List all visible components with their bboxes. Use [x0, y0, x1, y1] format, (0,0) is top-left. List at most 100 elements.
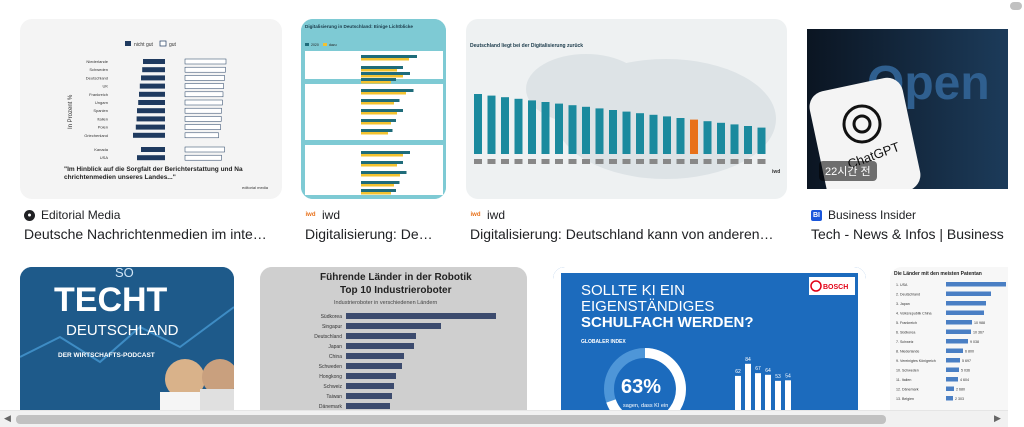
scroll-right-arrow-icon[interactable]: ▶	[994, 413, 1001, 423]
country-bar	[676, 118, 685, 154]
thumbnail[interactable]: Deutschland liegt bei der Digitalisierun…	[466, 19, 787, 199]
horizontal-scroll-thumb[interactable]	[16, 415, 886, 424]
robot-bar	[346, 383, 394, 389]
rank-label: 12. Dänemark	[896, 388, 919, 392]
result-card-robotik[interactable]: Führende Länder in der Robotik Top 10 In…	[260, 267, 527, 410]
title-line-3: DEUTSCHLAND	[66, 322, 179, 339]
result-card-editorial-media[interactable]: nicht gut gut In Prozent % Niederlande Sc…	[20, 19, 282, 249]
rank-label: 3. Japan	[896, 302, 910, 306]
result-card-business-insider[interactable]: Open ChatGPT 22시간 전 BI Business Insider …	[807, 29, 1008, 249]
iwd-chart-thumbnail: Digitalisierung in Deutschland: Einige L…	[301, 19, 446, 199]
country-label: Deutschland	[86, 75, 108, 80]
country-bar	[717, 122, 725, 154]
flag-icon	[609, 159, 617, 164]
bar-2020	[361, 119, 396, 122]
result-caption[interactable]: Digitalisierung: Deutschland kann von an…	[470, 226, 774, 242]
bar-not-good	[138, 100, 165, 105]
robot-bar	[346, 353, 404, 359]
podcast-cover-thumbnail: SO TECHT DEUTSCHLAND DER WIRTSCHAFTS-POD…	[20, 267, 234, 410]
flag-icon	[744, 159, 752, 164]
bar-not-good	[137, 155, 165, 161]
patent-bar	[946, 329, 971, 334]
bar-dazu	[361, 112, 397, 115]
robot-bar	[346, 393, 392, 399]
horizontal-scrollbar[interactable]: ◀ ▶	[0, 410, 1008, 427]
business-insider-favicon-icon: BI	[811, 209, 822, 221]
flag-icon	[703, 159, 712, 164]
legend-label-2: gut	[169, 42, 177, 48]
thumbnail[interactable]: nicht gut gut In Prozent % Niederlande Sc…	[20, 19, 282, 199]
bar-dazu	[361, 154, 403, 157]
result-card-patente[interactable]: Die Länder mit den meisten Patentan 1. U…	[890, 267, 1008, 410]
country-bar	[690, 119, 698, 154]
bar-2020	[361, 129, 393, 132]
country-label: Italien	[97, 116, 108, 121]
robot-bar	[346, 343, 414, 349]
bar-value-label: 62	[735, 369, 741, 375]
scroll-left-arrow-icon[interactable]: ◀	[4, 413, 11, 423]
index-bar	[745, 363, 751, 410]
country-bar	[622, 111, 631, 154]
flag-icon	[582, 159, 590, 164]
title-line-2: EIGENSTÄNDIGES	[581, 298, 714, 315]
country-label: UK	[102, 84, 108, 89]
axis-label: Industrieroboter in verschiedenen Länder…	[334, 300, 437, 306]
openai-logo-icon	[842, 104, 882, 144]
bar-good	[184, 75, 225, 81]
result-caption[interactable]: Digitalisierung: De…	[305, 226, 433, 242]
vertical-scroll-thumb[interactable]	[1010, 2, 1022, 10]
source-label[interactable]: BI Business Insider	[811, 208, 917, 222]
result-card-iwd-2[interactable]: Deutschland liegt bei der Digitalisierun…	[466, 19, 787, 249]
robot-bar	[346, 333, 416, 339]
flag-icon	[717, 159, 725, 164]
country-bar	[663, 116, 671, 154]
thumbnail[interactable]: SO TECHT DEUTSCHLAND DER WIRTSCHAFTS-POD…	[20, 267, 234, 410]
country-label: Griechenland	[84, 133, 108, 138]
bar-dazu	[361, 184, 394, 187]
flag-icon	[541, 159, 550, 164]
source-label[interactable]: iwd iwd	[305, 208, 341, 222]
bar-good	[184, 124, 221, 130]
source-label[interactable]: ● Editorial Media	[24, 208, 120, 222]
result-caption[interactable]: Tech - News & Infos | Business Insider	[811, 226, 1008, 242]
country-label: USA	[100, 155, 109, 160]
country-label: Spanien	[93, 108, 108, 113]
country-bar	[744, 126, 752, 154]
index-label: GLOBALER INDEX	[581, 339, 626, 345]
result-card-bosch[interactable]: SOLLTE KI EIN EIGENSTÄNDIGES SCHULFACH W…	[553, 267, 866, 410]
patent-bar	[946, 301, 986, 306]
patent-value: 6 800	[965, 350, 974, 354]
flag-icon	[555, 159, 563, 164]
thumbnail[interactable]: Digitalisierung in Deutschland: Einige L…	[301, 19, 446, 199]
country-bar	[636, 113, 644, 154]
result-card-iwd-1[interactable]: Digitalisierung in Deutschland: Einige L…	[301, 19, 446, 249]
bar-not-good	[141, 147, 165, 152]
result-card-so-techt[interactable]: SO TECHT DEUTSCHLAND DER WIRTSCHAFTS-POD…	[20, 267, 234, 410]
country-label: Frankreich	[89, 92, 108, 97]
bar-value-label: 84	[745, 357, 751, 363]
bar-good	[184, 91, 224, 98]
bar-2020	[361, 181, 400, 184]
result-caption[interactable]: Deutsche Nachrichtenmedien im inte…	[24, 226, 267, 242]
quote-line-2: chrichtenmedien unseres Landes..."	[64, 174, 176, 181]
bar-good	[184, 58, 227, 65]
robot-bar	[346, 313, 496, 319]
source-label[interactable]: iwd iwd	[470, 208, 506, 222]
thumbnail[interactable]: SOLLTE KI EIN EIGENSTÄNDIGES SCHULFACH W…	[553, 267, 866, 410]
thumbnail[interactable]: Die Länder mit den meisten Patentan 1. U…	[890, 267, 1008, 410]
vertical-scrollbar[interactable]	[1008, 0, 1024, 427]
thumbnail[interactable]: Open ChatGPT 22시간 전	[807, 29, 1008, 189]
digitalisierung-chart-thumbnail: Deutschland liegt bei der Digitalisierun…	[470, 43, 780, 179]
thumbnail[interactable]: Führende Länder in der Robotik Top 10 In…	[260, 267, 527, 410]
iwd-favicon-icon: iwd	[470, 209, 481, 221]
svg-text:2020: 2020	[311, 43, 319, 47]
robotik-chart-thumbnail: Führende Länder in der Robotik Top 10 In…	[260, 267, 527, 410]
patent-bar	[946, 348, 963, 353]
country-label: China	[329, 354, 342, 360]
bar-dazu	[361, 92, 406, 95]
country-bar	[528, 100, 536, 154]
robot-bar	[346, 403, 390, 409]
chart-subtitle: Top 10 Industrieroboter	[340, 285, 452, 296]
country-label: Schweden	[89, 67, 108, 72]
iwd-favicon-icon: iwd	[305, 209, 316, 221]
